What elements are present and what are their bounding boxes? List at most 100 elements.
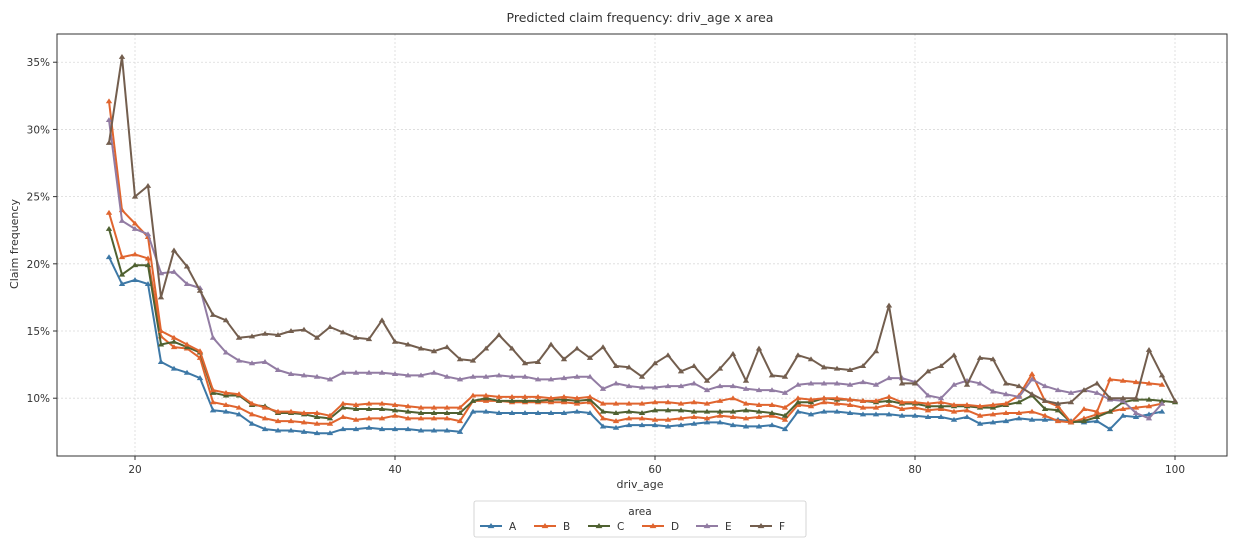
data-point-E bbox=[105, 117, 113, 123]
data-point-D bbox=[1106, 376, 1114, 382]
data-point-E bbox=[807, 380, 815, 386]
data-point-D bbox=[170, 334, 178, 340]
data-point-D bbox=[820, 395, 828, 401]
data-point-A bbox=[521, 410, 529, 416]
data-point-F bbox=[196, 287, 204, 293]
data-point-C bbox=[937, 403, 945, 409]
data-point-A bbox=[274, 427, 282, 433]
data-point-F bbox=[1093, 380, 1101, 386]
data-point-E bbox=[664, 383, 672, 389]
data-point-D bbox=[534, 393, 542, 399]
data-point-D bbox=[443, 404, 451, 410]
data-point-C bbox=[1145, 396, 1153, 402]
data-point-F bbox=[651, 360, 659, 366]
data-point-A bbox=[625, 422, 633, 428]
data-point-D bbox=[755, 402, 763, 407]
data-point-C bbox=[1106, 408, 1114, 414]
data-point-E bbox=[508, 373, 516, 379]
data-point-A bbox=[508, 410, 516, 416]
data-point-A bbox=[352, 426, 360, 432]
data-point-A bbox=[1015, 415, 1023, 421]
data-point-B bbox=[885, 402, 893, 407]
data-point-E bbox=[300, 372, 308, 378]
data-point-C bbox=[677, 407, 685, 413]
data-point-F bbox=[820, 364, 828, 370]
data-point-A bbox=[170, 365, 178, 371]
data-point-D bbox=[547, 395, 555, 401]
data-point-D bbox=[209, 387, 217, 393]
data-point-B bbox=[898, 406, 906, 411]
data-point-A bbox=[378, 426, 386, 432]
data-point-E bbox=[131, 225, 139, 231]
data-point-F bbox=[118, 53, 126, 59]
data-point-C bbox=[729, 408, 737, 414]
data-point-B bbox=[677, 415, 685, 421]
data-point-E bbox=[1093, 389, 1101, 395]
data-point-E bbox=[794, 381, 802, 387]
data-point-A bbox=[638, 422, 646, 428]
data-point-B bbox=[248, 411, 256, 417]
data-point-A bbox=[248, 420, 256, 426]
data-point-D bbox=[612, 400, 620, 406]
data-point-D bbox=[404, 403, 412, 409]
data-point-F bbox=[625, 364, 633, 370]
data-point-E bbox=[313, 373, 321, 379]
data-point-A bbox=[417, 427, 425, 433]
data-point-F bbox=[560, 356, 568, 362]
data-point-A bbox=[599, 423, 607, 429]
data-point-F bbox=[430, 348, 438, 354]
data-point-C bbox=[1015, 399, 1023, 405]
x-tick-label: 60 bbox=[648, 464, 661, 476]
data-point-E bbox=[248, 360, 256, 366]
data-point-D bbox=[469, 392, 477, 398]
data-point-F bbox=[703, 377, 711, 383]
plot-frame bbox=[56, 33, 1228, 457]
data-point-D bbox=[677, 400, 685, 406]
data-point-B bbox=[326, 420, 334, 426]
data-point-F bbox=[131, 193, 139, 199]
data-point-D bbox=[794, 395, 802, 401]
data-point-F bbox=[729, 350, 737, 356]
data-point-A bbox=[703, 419, 711, 425]
data-point-C bbox=[144, 262, 152, 268]
data-point-A bbox=[794, 408, 802, 414]
data-point-A bbox=[209, 407, 217, 413]
data-point-D bbox=[1158, 381, 1166, 387]
data-point-E bbox=[781, 389, 789, 395]
legend-label: F bbox=[779, 521, 785, 533]
data-point-A bbox=[690, 420, 698, 426]
data-point-D bbox=[1132, 379, 1140, 385]
data-point-A bbox=[573, 408, 581, 414]
data-point-A bbox=[755, 423, 763, 429]
data-point-C bbox=[443, 410, 451, 416]
data-point-B bbox=[1015, 410, 1023, 416]
data-point-B bbox=[625, 415, 633, 421]
data-point-B bbox=[560, 399, 568, 405]
data-point-D bbox=[1119, 377, 1127, 383]
data-point-E bbox=[599, 385, 607, 391]
data-point-C bbox=[352, 406, 360, 411]
data-point-C bbox=[586, 396, 594, 402]
data-point-D bbox=[274, 408, 282, 414]
data-point-C bbox=[157, 341, 165, 347]
data-point-B bbox=[391, 412, 399, 418]
data-point-E bbox=[209, 334, 217, 340]
data-point-D bbox=[1067, 419, 1075, 425]
data-point-C bbox=[326, 415, 334, 421]
data-point-A bbox=[872, 411, 880, 417]
data-point-C bbox=[1080, 418, 1088, 424]
data-point-C bbox=[391, 407, 399, 413]
data-point-D bbox=[898, 399, 906, 405]
data-point-D bbox=[625, 400, 633, 406]
data-point-F bbox=[898, 380, 906, 386]
legend-item-F: F bbox=[750, 521, 785, 533]
data-point-F bbox=[755, 345, 763, 351]
data-point-B bbox=[378, 415, 386, 421]
data-point-E bbox=[1119, 398, 1127, 403]
data-point-B bbox=[664, 416, 672, 422]
data-point-D bbox=[391, 402, 399, 407]
data-point-F bbox=[248, 333, 256, 339]
data-point-F bbox=[287, 328, 295, 334]
data-point-F bbox=[261, 330, 269, 336]
data-point-D bbox=[651, 399, 659, 405]
